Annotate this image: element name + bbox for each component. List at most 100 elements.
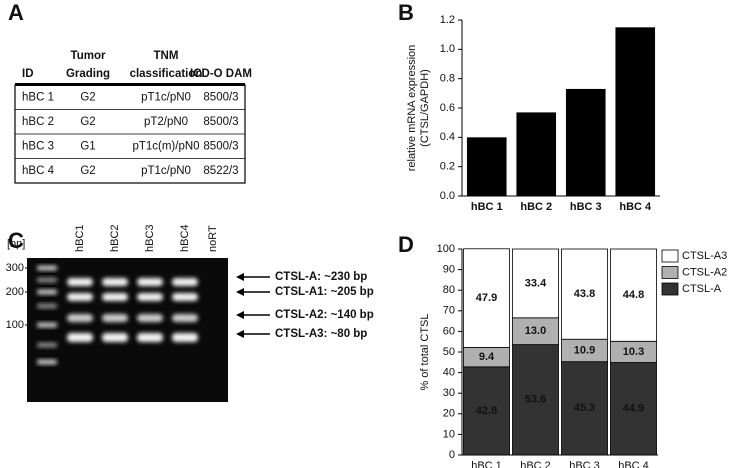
gel-band: [102, 278, 128, 286]
y-tick-label: 1.2: [440, 14, 455, 26]
bar-segment: [610, 248, 657, 342]
band-label: CTSL-A3: ~80 bp: [275, 328, 367, 340]
ladder-band: [37, 277, 57, 283]
gel-band: [137, 293, 163, 301]
y-tick-label: 80: [443, 284, 455, 296]
gel-band: [67, 293, 93, 301]
table-cell: G2: [80, 91, 95, 103]
table-header: Tumor: [71, 50, 106, 62]
table-cell: G2: [80, 116, 95, 128]
gel-band: [137, 314, 163, 322]
table-cell: hBC 1: [22, 91, 54, 103]
table-cell: pT1c(m)/pN0: [132, 140, 199, 152]
ladder-band: [37, 289, 57, 295]
legend-swatch: [661, 266, 679, 279]
value-label: 53.6: [525, 394, 546, 406]
table-cell: 8500/3: [203, 140, 238, 152]
ladder-band: [37, 359, 57, 365]
gel-band: [172, 314, 198, 322]
gel-band: [137, 278, 163, 286]
gel-band: [172, 278, 198, 286]
bar-segment: [561, 248, 608, 340]
y-tick-label: 0.6: [440, 102, 455, 114]
table-header: TNM: [154, 50, 179, 62]
table-cell: G1: [80, 140, 95, 152]
y-axis-label: % of total CTSL: [419, 313, 431, 390]
y-tick-label: 0: [449, 449, 455, 461]
y-tick-label: 0.4: [440, 131, 455, 143]
gel-band: [102, 293, 128, 301]
ladder-label: 100: [6, 319, 24, 331]
x-tick-label: hBC 1: [471, 201, 503, 213]
x-tick-label: hBC 4: [618, 460, 649, 468]
table-cell: 8500/3: [203, 116, 238, 128]
y-tick-label: 10: [443, 428, 455, 440]
legend-label: CTSL-A: [682, 283, 722, 295]
y-tick-label: 1.0: [440, 43, 455, 55]
bar: [516, 112, 557, 196]
value-label: 9.4: [479, 351, 495, 363]
bar: [565, 88, 606, 196]
gel-band: [102, 314, 128, 322]
table-cell: G2: [80, 165, 95, 177]
table-header: ICD-O DAM: [190, 68, 252, 80]
panel-label: A: [8, 0, 24, 25]
x-tick-label: hBC 3: [569, 460, 600, 468]
value-label: 43.8: [574, 288, 595, 300]
table-header: ID: [22, 68, 34, 80]
table-cell: hBC 3: [22, 140, 54, 152]
table-cell: pT1c/pN0: [141, 91, 191, 103]
value-label: 45.3: [574, 402, 595, 414]
y-tick-label: 20: [443, 408, 455, 420]
y-axis-label: (CTSL/GAPDH): [419, 69, 431, 147]
table-header: Grading: [66, 68, 110, 80]
ladder-label: 300: [6, 262, 24, 274]
y-tick-label: 100: [437, 243, 455, 255]
y-tick-label: 30: [443, 387, 455, 399]
ladder-label: 200: [6, 286, 24, 298]
table-cell: hBC 4: [22, 165, 55, 177]
table-cell: hBC 2: [22, 116, 54, 128]
bar-segment: [610, 362, 657, 456]
bar: [615, 27, 656, 197]
x-tick-label: hBC 1: [471, 460, 502, 468]
x-tick-label: hBC 2: [520, 460, 551, 468]
arrow-head: [236, 311, 244, 319]
gel-image: [27, 258, 228, 402]
band-label: CTSL-A2: ~140 bp: [275, 309, 374, 321]
lane-label: hBC4: [179, 224, 191, 252]
gel-band: [67, 333, 93, 342]
arrow-head: [236, 330, 244, 338]
value-label: 10.3: [623, 346, 644, 358]
panel-label: C: [8, 228, 24, 253]
lane-label: hBC1: [74, 224, 86, 252]
gel-band: [102, 333, 128, 342]
value-label: 44.8: [623, 289, 644, 301]
legend-swatch: [661, 249, 679, 263]
y-tick-label: 60: [443, 325, 455, 337]
legend-label: CTSL-A3: [682, 250, 727, 262]
y-tick-label: 70: [443, 305, 455, 317]
value-label: 47.9: [476, 292, 497, 304]
arrow-head: [236, 288, 244, 296]
y-tick-label: 0.0: [440, 190, 455, 202]
table-cell: 8500/3: [203, 91, 238, 103]
table-cell: 8522/3: [203, 165, 238, 177]
panel-label: B: [398, 0, 414, 25]
gel-unit: [bp]: [7, 238, 25, 250]
legend-swatch: [661, 282, 679, 296]
bar-segment: [512, 344, 559, 456]
y-tick-label: 40: [443, 367, 455, 379]
lane-label: hBC2: [109, 224, 121, 252]
value-label: 42.8: [476, 405, 497, 417]
y-axis-label: relative mRNA expression: [406, 45, 418, 172]
x-tick-label: hBC 4: [619, 201, 652, 213]
y-tick-label: 0.2: [440, 161, 455, 173]
bar-segment: [512, 317, 559, 345]
gel-band: [67, 278, 93, 286]
gel-band: [172, 293, 198, 301]
table-cell: pT1c/pN0: [141, 165, 191, 177]
bar-segment: [561, 361, 608, 456]
band-label: CTSL-A1: ~205 bp: [275, 286, 374, 298]
